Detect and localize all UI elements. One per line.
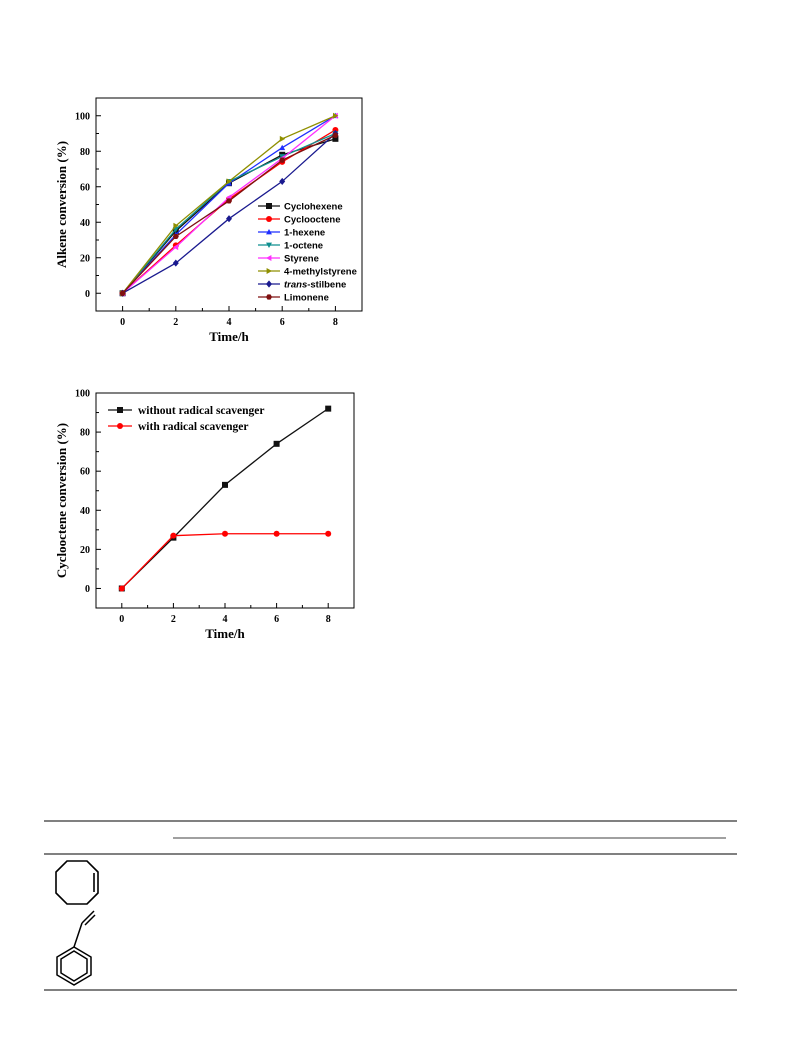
x-tick-label: 2 bbox=[171, 614, 176, 625]
y-tick-label: 80 bbox=[80, 428, 90, 439]
series-limonene bbox=[119, 132, 339, 296]
data-point bbox=[226, 178, 232, 185]
data-point bbox=[222, 481, 228, 488]
y-tick-label: 100 bbox=[75, 389, 90, 400]
series-line bbox=[121, 533, 329, 589]
data-point bbox=[279, 135, 286, 142]
y-tick-label: 20 bbox=[80, 545, 90, 556]
legend-entry: 1-hexene bbox=[284, 228, 325, 239]
y-tick-label: 100 bbox=[75, 111, 90, 122]
data-point bbox=[170, 532, 177, 539]
data-point bbox=[172, 259, 179, 267]
styrene-structure bbox=[56, 910, 96, 986]
legend: Cyclohexene Cyclooctene 1-hexene 1-octene St… bbox=[258, 202, 357, 304]
y-tick-label: 0 bbox=[85, 584, 90, 595]
legend-swatch-marker bbox=[266, 255, 272, 261]
data-point bbox=[173, 222, 179, 229]
legend-entry: 4-methylstyrene bbox=[284, 267, 357, 278]
y-tick-label: 0 bbox=[85, 289, 90, 300]
y-tick-label: 20 bbox=[80, 253, 90, 264]
y-axis-label: Alkene conversion (%) bbox=[54, 141, 69, 268]
y-tick-label: 40 bbox=[80, 506, 90, 517]
x-tick-label: 6 bbox=[274, 614, 279, 625]
legend-entry-rest: -stilbene bbox=[307, 280, 346, 291]
series-line bbox=[121, 408, 329, 589]
legend-swatch-marker bbox=[266, 229, 272, 235]
data-point bbox=[333, 112, 339, 119]
legend-entry: without radical scavenger bbox=[138, 405, 264, 417]
x-tick-label: 8 bbox=[326, 614, 331, 625]
data-point bbox=[279, 144, 286, 151]
x-axis-label: Time/h bbox=[209, 329, 249, 344]
x-tick-label: 4 bbox=[227, 317, 232, 328]
legend-entry: Limonene bbox=[284, 293, 329, 304]
y-tick-label: 60 bbox=[80, 182, 90, 193]
cyclooctene-structure bbox=[55, 860, 99, 905]
y-tick-label: 80 bbox=[80, 147, 90, 158]
legend-swatch-marker bbox=[266, 280, 272, 288]
y-axis-label: Cyclooctene conversion (%) bbox=[54, 423, 69, 578]
data-point bbox=[273, 440, 280, 447]
data-point bbox=[226, 215, 232, 223]
legend-swatch-marker bbox=[266, 294, 272, 300]
legend-entry: Cyclohexene bbox=[284, 202, 343, 213]
series-without-radical-scavenger bbox=[118, 405, 332, 592]
legend-swatch-marker bbox=[266, 203, 272, 209]
data-point bbox=[172, 244, 179, 251]
legend-swatch-marker bbox=[266, 268, 272, 274]
data-point bbox=[332, 135, 339, 142]
data-point bbox=[119, 290, 126, 296]
legend-swatch-marker bbox=[266, 216, 272, 222]
data-point bbox=[279, 157, 286, 163]
x-tick-label: 4 bbox=[223, 614, 228, 625]
y-tick-label: 40 bbox=[80, 218, 90, 229]
legend: without radical scavenger with radical sc… bbox=[108, 405, 264, 433]
substrate-table bbox=[44, 820, 737, 991]
data-point bbox=[279, 177, 286, 186]
legend-entry: 1-octene bbox=[284, 241, 323, 252]
data-point bbox=[222, 530, 228, 537]
x-tick-label: 0 bbox=[120, 317, 125, 328]
legend-swatch-marker bbox=[117, 407, 123, 413]
legend-entry: Styrene bbox=[284, 254, 319, 265]
y-tick-label: 60 bbox=[80, 467, 90, 478]
data-point bbox=[325, 405, 332, 412]
series-4-methylstyrene bbox=[120, 112, 339, 297]
legend-entry-italic: trans bbox=[284, 280, 307, 291]
data-point bbox=[332, 132, 339, 138]
data-point bbox=[325, 530, 332, 537]
legend-swatch-marker bbox=[266, 242, 272, 248]
x-tick-label: 6 bbox=[280, 317, 285, 328]
data-point bbox=[172, 233, 179, 240]
x-tick-label: 2 bbox=[173, 317, 178, 328]
legend-entry: Cyclooctene bbox=[284, 215, 341, 226]
legend-entry: trans-stilbene bbox=[284, 280, 346, 291]
x-axis-label: Time/h bbox=[205, 626, 245, 641]
legend-swatch-marker bbox=[117, 423, 123, 429]
data-point bbox=[273, 530, 280, 537]
series-with-radical-scavenger bbox=[118, 530, 332, 592]
data-point bbox=[226, 198, 232, 204]
x-tick-label: 8 bbox=[333, 317, 338, 328]
legend-entry: with radical scavenger bbox=[138, 421, 249, 433]
data-point bbox=[118, 585, 125, 592]
x-tick-label: 0 bbox=[119, 614, 124, 625]
